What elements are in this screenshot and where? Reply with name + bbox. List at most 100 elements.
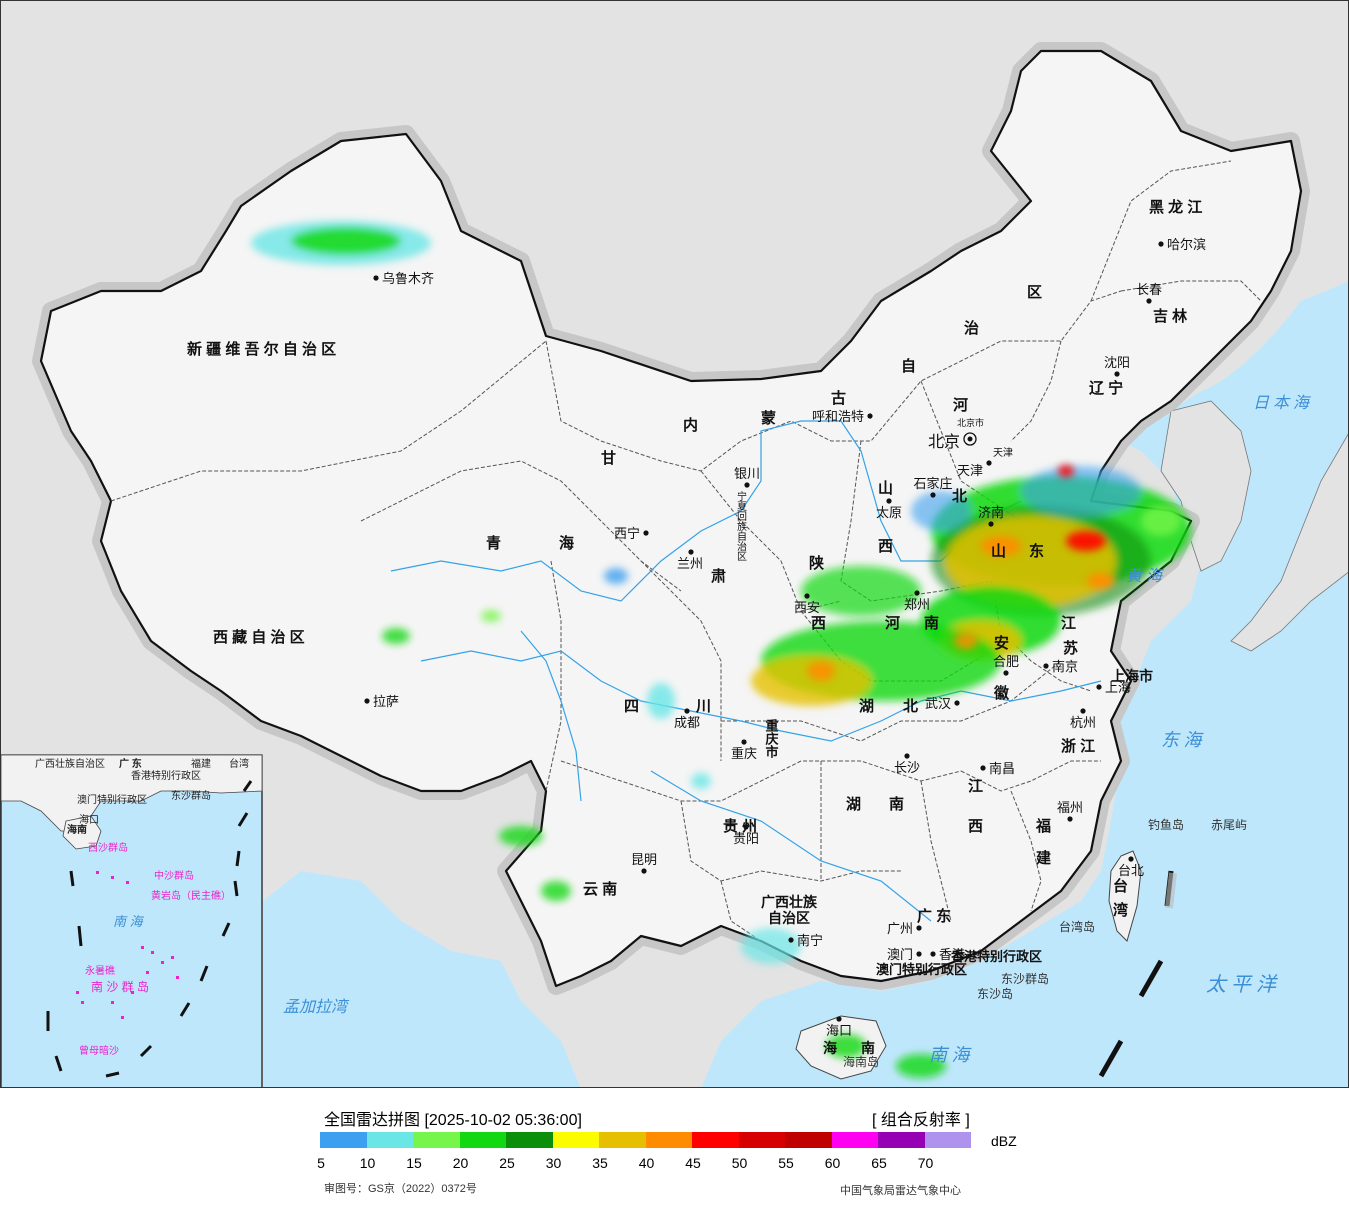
region-jilin: 吉 林 <box>1153 307 1188 325</box>
city-dot <box>1096 684 1102 690</box>
region-neimenggu-5: 治 <box>964 319 979 337</box>
beijing-capital-icon <box>963 432 977 446</box>
bengal-sea <box>263 871 581 1087</box>
city-dot <box>836 1016 842 1022</box>
city-dot <box>916 951 922 957</box>
region-guangxi-2: 自治区 <box>768 910 810 926</box>
product-label: [ 组合反射率 ] <box>872 1112 970 1129</box>
city-dot <box>980 765 986 771</box>
region-shanghai: 上海市 <box>1111 668 1153 684</box>
scale-tick-label: 20 <box>452 1155 469 1171</box>
radar-echoes <box>251 221 1191 1078</box>
region-qinghai-1: 青 <box>486 534 501 552</box>
island-chiwei: 赤尾屿 <box>1211 818 1247 832</box>
city-label-hangzhou: 杭州 <box>1070 715 1096 730</box>
color-scale-bar <box>320 1132 971 1148</box>
scale-tick-label: 35 <box>592 1155 608 1171</box>
scale-tick-label: 10 <box>359 1155 376 1171</box>
city-label-jinan: 济南 <box>978 505 1004 520</box>
city-dot <box>741 739 747 745</box>
region-jiangsu-1: 江 <box>1061 614 1076 632</box>
region-xinjiang: 新 疆 维 吾 尔 自 治 区 <box>187 340 336 358</box>
scale-swatch <box>645 1132 692 1148</box>
credit-label: 中国气象局雷达气象中心 <box>840 1185 961 1197</box>
city-dot <box>916 925 922 931</box>
city-label-taiyuan: 太原 <box>876 505 902 520</box>
region-hunan-2: 南 <box>889 795 904 813</box>
region-gansu-1: 甘 <box>601 449 616 467</box>
japan-land <box>1230 433 1348 652</box>
region-taiwan-1: 台 <box>1113 877 1128 895</box>
region-anhui-2: 徽 <box>993 684 1010 702</box>
scale-tick-label: 55 <box>778 1155 794 1171</box>
city-dot <box>643 530 649 536</box>
city-label-xining: 西宁 <box>614 526 640 541</box>
scale-tick-label: 30 <box>545 1155 562 1171</box>
city-dot <box>930 492 936 498</box>
city-label-shanghai: 上海 <box>1105 680 1131 695</box>
inset-fujian: 福建 <box>191 757 211 770</box>
city-label-hohhot: 呼和浩特 <box>812 409 864 424</box>
rivers <box>390 420 1102 922</box>
region-henan-2: 南 <box>924 614 939 632</box>
city-markers <box>364 241 1164 1022</box>
region-hubei-1: 湖 <box>859 698 874 715</box>
region-shanxi-1: 山 <box>878 480 893 497</box>
region-guangxi-1: 广西壮族 <box>761 894 818 910</box>
city-dot <box>1080 708 1086 714</box>
region-hebei-2: 北 <box>952 488 967 505</box>
scale-swatch <box>552 1132 599 1148</box>
city-label-haikou: 海口 <box>826 1023 852 1038</box>
scale-tick-label: 5 <box>317 1155 325 1171</box>
city-label-beijing: 北京 <box>928 433 960 451</box>
inset-huangyan: 黄岩岛（民主礁） <box>151 889 231 902</box>
island-dongsha-islands: 东沙群岛 <box>1001 971 1049 986</box>
region-jiangxi-2: 西 <box>968 818 983 835</box>
scale-tick-label: 40 <box>638 1155 655 1171</box>
city-label-tianjin: 天津 <box>957 463 983 478</box>
city-dot <box>688 549 694 555</box>
inset-macau: 澳门特别行政区 <box>77 793 147 806</box>
city-label-guangzhou: 广州 <box>887 921 913 936</box>
legend-panel: 全国雷达拼图 [2025-10-02 05:36:00] [ 组合反射率 ] d… <box>0 1088 1349 1208</box>
region-ningxia: 宁夏回族自治区 <box>735 490 747 561</box>
scale-swatch <box>785 1132 832 1148</box>
region-shaanxi-2: 西 <box>811 615 826 632</box>
region-qinghai-2: 海 <box>559 534 574 552</box>
inset-dongsha: 东沙群岛 <box>171 789 211 802</box>
scale-swatch <box>599 1132 646 1148</box>
island-hainan: 海南岛 <box>843 1054 879 1069</box>
city-label-nanning: 南宁 <box>797 933 823 948</box>
island-dongsha: 东沙岛 <box>977 986 1013 1001</box>
region-hunan-1: 湖 <box>846 796 861 813</box>
city-label-fuzhou: 福州 <box>1057 800 1083 815</box>
region-shandong-2: 东 <box>1029 542 1044 560</box>
city-dot <box>1114 371 1120 377</box>
review-number: 审图号：GS京（2022）0372号 <box>324 1183 477 1195</box>
island-taiwan: 台湾岛 <box>1059 919 1095 934</box>
region-hongkong-sar: 香港特别行政区 <box>950 949 1042 964</box>
city-dot <box>1003 670 1009 676</box>
scale-swatch <box>878 1132 925 1148</box>
scale-tick-label: 25 <box>499 1155 515 1171</box>
taiwan-island <box>1108 850 1142 942</box>
city-dot <box>641 868 647 874</box>
city-dot <box>904 753 910 759</box>
region-neimenggu-3: 古 <box>831 389 846 407</box>
inset-taiwan: 台湾 <box>229 757 249 770</box>
region-shaanxi-1: 陕 <box>809 554 824 572</box>
inset-south-sea: 南 海 <box>113 914 145 929</box>
city-label-lhasa: 拉萨 <box>373 694 399 709</box>
city-dot <box>954 700 960 706</box>
scale-swatch <box>831 1132 878 1148</box>
sea-yellow: 黄 海 <box>1126 567 1164 585</box>
city-label-guiyang: 贵阳 <box>733 831 759 846</box>
city-label-lanzhou: 兰州 <box>677 556 703 571</box>
region-beijing-city: 北京市 <box>957 417 984 428</box>
region-fujian-1: 福 <box>1035 817 1051 835</box>
inset-xisha: 西沙群岛 <box>88 841 128 854</box>
map-title: 全国雷达拼图 [2025-10-02 05:36:00] <box>324 1112 582 1129</box>
city-label-changchun: 长春 <box>1136 282 1162 297</box>
scale-swatch <box>924 1132 971 1148</box>
